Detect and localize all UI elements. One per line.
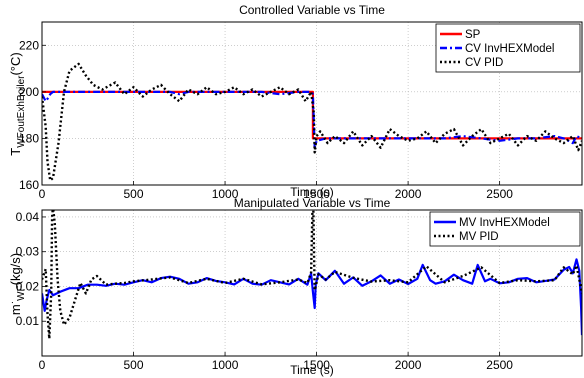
mv-y-tick-label-1: 0.02	[16, 279, 40, 293]
mv-chart: Manipulated Variable vs Time 0 500 1000 150…	[7, 196, 583, 377]
mv-y-tick-label-2: 0.03	[16, 245, 40, 259]
cv-legend-label-cv-invhexmodel: CV InvHEXModel	[465, 43, 554, 55]
mv-y-tick-label-0: 0.01	[16, 314, 40, 328]
mv-chart-title: Manipulated Variable vs Time	[234, 196, 391, 210]
cv-y-tick-label-1: 180	[19, 131, 39, 145]
cv-x-axis-label: Time (s)	[290, 185, 334, 199]
cv-x-tick-label-3: 1500	[303, 187, 330, 201]
cv-x-tick-label-1: 500	[124, 187, 144, 201]
mv-y-axis-label-sup: ·	[7, 301, 18, 304]
cv-series-cv-pid	[42, 62, 582, 182]
mv-x-tick-label-0: 0	[39, 358, 46, 372]
mv-legend: MV InvHEXModel MV PID	[429, 211, 581, 247]
cv-chart: Controlled Variable vs Time 0 500 1000 1500…	[8, 3, 583, 201]
mv-x-axis-label: Time (s)	[290, 363, 334, 377]
mv-plot-frame	[41, 209, 583, 357]
mv-ticks: 0 500 1000 1500 2000 2500 0.01 0.02 0.03 0.04	[16, 210, 514, 372]
cv-y-tick-label-2: 200	[19, 85, 39, 99]
mv-x-tick-label-2: 1000	[212, 358, 239, 372]
cv-y-axis-label: TWFoutExhBoiler(°C)	[8, 52, 27, 155]
cv-y-tick-label-0: 160	[19, 178, 39, 192]
cv-x-tick-label-2: 1000	[212, 187, 239, 201]
cv-y-tick-label-3: 220	[19, 38, 39, 52]
cv-series-group	[42, 62, 582, 182]
mv-x-tick-label-3: 1500	[303, 358, 330, 372]
cv-y-axis-label-sub: WFoutExhBoiler	[16, 75, 27, 148]
mv-y-tick-label-3: 0.04	[16, 210, 40, 224]
mv-y-axis-label-main: m	[8, 304, 23, 315]
cv-x-tick-label-0: 0	[39, 187, 46, 201]
cv-chart-title: Controlled Variable vs Time	[239, 3, 385, 17]
mv-legend-label-mv-invhexmodel: MV InvHEXModel	[459, 217, 550, 229]
cv-legend-label-sp: SP	[465, 29, 481, 41]
mv-legend-box	[429, 211, 581, 247]
mv-y-axis-label-sub: WF	[16, 285, 27, 301]
mv-x-tick-label-5: 2500	[486, 358, 513, 372]
mv-y-axis-label: m·WF(kg/s)	[7, 253, 27, 315]
cv-plot-frame	[41, 21, 583, 186]
cv-ticks: 0 500 1000 1500 2000 2500 160 180 200 220	[19, 38, 513, 201]
mv-x-tick-label-1: 500	[124, 358, 144, 372]
mv-x-tick-label-4: 2000	[395, 358, 422, 372]
cv-legend: SP CV InvHEXModel CV PID	[435, 23, 581, 73]
cv-x-tick-label-5: 2500	[486, 187, 513, 201]
mv-series-group	[42, 210, 582, 340]
cv-y-axis-label-unit: (°C)	[8, 52, 23, 75]
cv-y-axis-label-main: T	[8, 148, 23, 156]
cv-legend-label-cv-pid: CV PID	[465, 57, 503, 69]
mv-legend-label-mv-pid: MV PID	[459, 231, 499, 243]
mv-y-axis-label-unit: (kg/s)	[8, 253, 23, 286]
cv-x-tick-label-4: 2000	[395, 187, 422, 201]
